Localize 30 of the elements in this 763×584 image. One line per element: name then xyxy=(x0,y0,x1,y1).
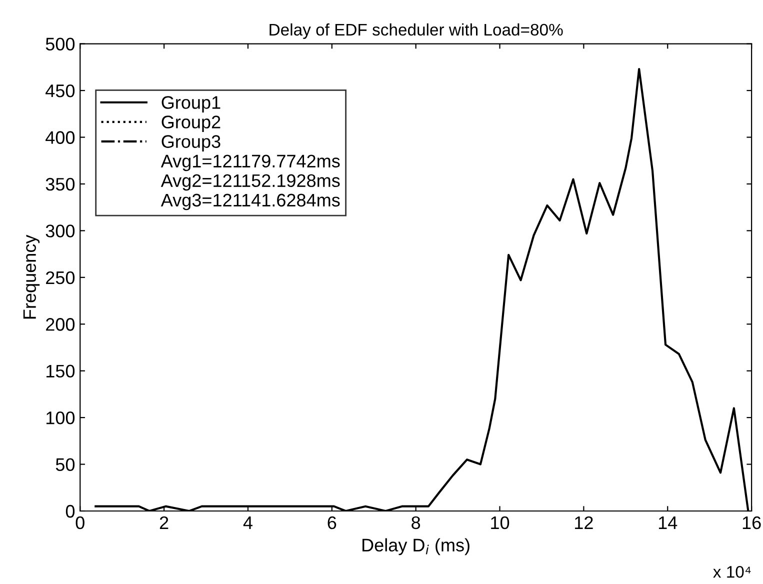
x-tick-label: 4 xyxy=(243,516,252,529)
y-axis-title: Frequency xyxy=(23,234,40,319)
x-tick-label: 10 xyxy=(491,516,510,530)
y-tick-label: 150 xyxy=(46,364,75,378)
annotation: Avg2=121152.1928ms xyxy=(160,174,340,191)
x-tick-label: 2 xyxy=(160,516,168,529)
legend-label: Group1 xyxy=(162,96,220,112)
y-tick-label: 50 xyxy=(56,458,75,471)
y-tick-label: 350 xyxy=(46,178,75,191)
x-tick-label: 0 xyxy=(76,516,84,530)
x-tick-label: 8 xyxy=(412,516,420,530)
y-tick-label: 0 xyxy=(66,504,75,518)
x-tick-label: 6 xyxy=(328,516,336,530)
y-tick-label: 500 xyxy=(46,38,75,51)
x-axis-title: Delay D$_{i}$ (ms) xyxy=(362,538,470,556)
chart-title: Delay of EDF scheduler with Load=80% xyxy=(270,23,563,39)
y-tick-label: 300 xyxy=(46,224,75,238)
text: x 10⁴ xyxy=(713,566,751,578)
y-tick-label: 100 xyxy=(46,411,75,424)
y-tick-label: 200 xyxy=(46,318,75,331)
legend-label: Group2 xyxy=(162,116,220,132)
x-tick-label: 16 xyxy=(742,516,761,530)
annotation: Avg3=121141.6284ms xyxy=(160,194,340,210)
y-tick-label: 250 xyxy=(46,271,75,284)
y-tick-label: 400 xyxy=(46,131,75,144)
y-tick-label: 450 xyxy=(46,84,75,98)
annotation: Avg1=121179.7742ms xyxy=(160,154,340,172)
x-tick-label: 14 xyxy=(658,516,678,529)
legend-label: Group3 xyxy=(162,135,220,152)
x-tick-label: 12 xyxy=(575,516,593,529)
